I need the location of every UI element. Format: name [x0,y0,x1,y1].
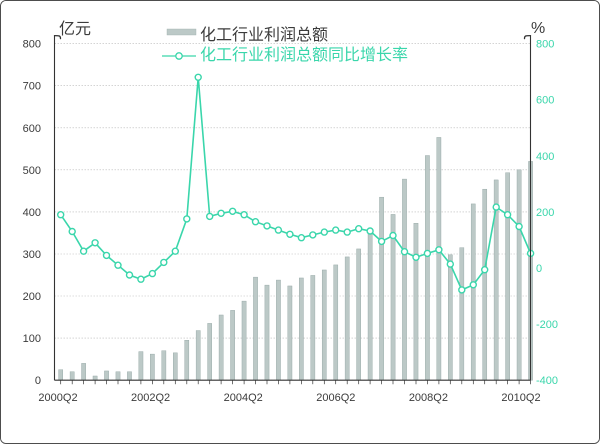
svg-text:2004Q2: 2004Q2 [224,392,263,404]
svg-text:300: 300 [23,249,41,261]
svg-text:200: 200 [23,291,41,303]
svg-text:600: 600 [536,95,554,107]
svg-text:100: 100 [23,333,41,345]
svg-text:800: 800 [536,39,554,51]
svg-text:-200: -200 [536,319,558,331]
svg-text:-400: -400 [536,375,558,387]
svg-text:化工行业利润总额同比增长率: 化工行业利润总额同比增长率 [200,46,408,64]
svg-text:500: 500 [23,165,41,177]
svg-text:400: 400 [23,207,41,219]
svg-text:400: 400 [536,151,554,163]
svg-text:2000Q2: 2000Q2 [38,392,77,404]
svg-text:0: 0 [536,263,542,275]
svg-text:2002Q2: 2002Q2 [131,392,170,404]
svg-text:%: % [531,20,545,37]
svg-text:化工行业利润总额: 化工行业利润总额 [200,26,328,44]
svg-text:2008Q2: 2008Q2 [409,392,448,404]
svg-text:800: 800 [23,39,41,51]
svg-text:200: 200 [536,207,554,219]
svg-text:700: 700 [23,81,41,93]
svg-text:亿元: 亿元 [59,20,91,38]
svg-text:0: 0 [35,375,41,387]
svg-text:600: 600 [23,123,41,135]
svg-text:2006Q2: 2006Q2 [316,392,355,404]
svg-text:2010Q2: 2010Q2 [501,392,540,404]
